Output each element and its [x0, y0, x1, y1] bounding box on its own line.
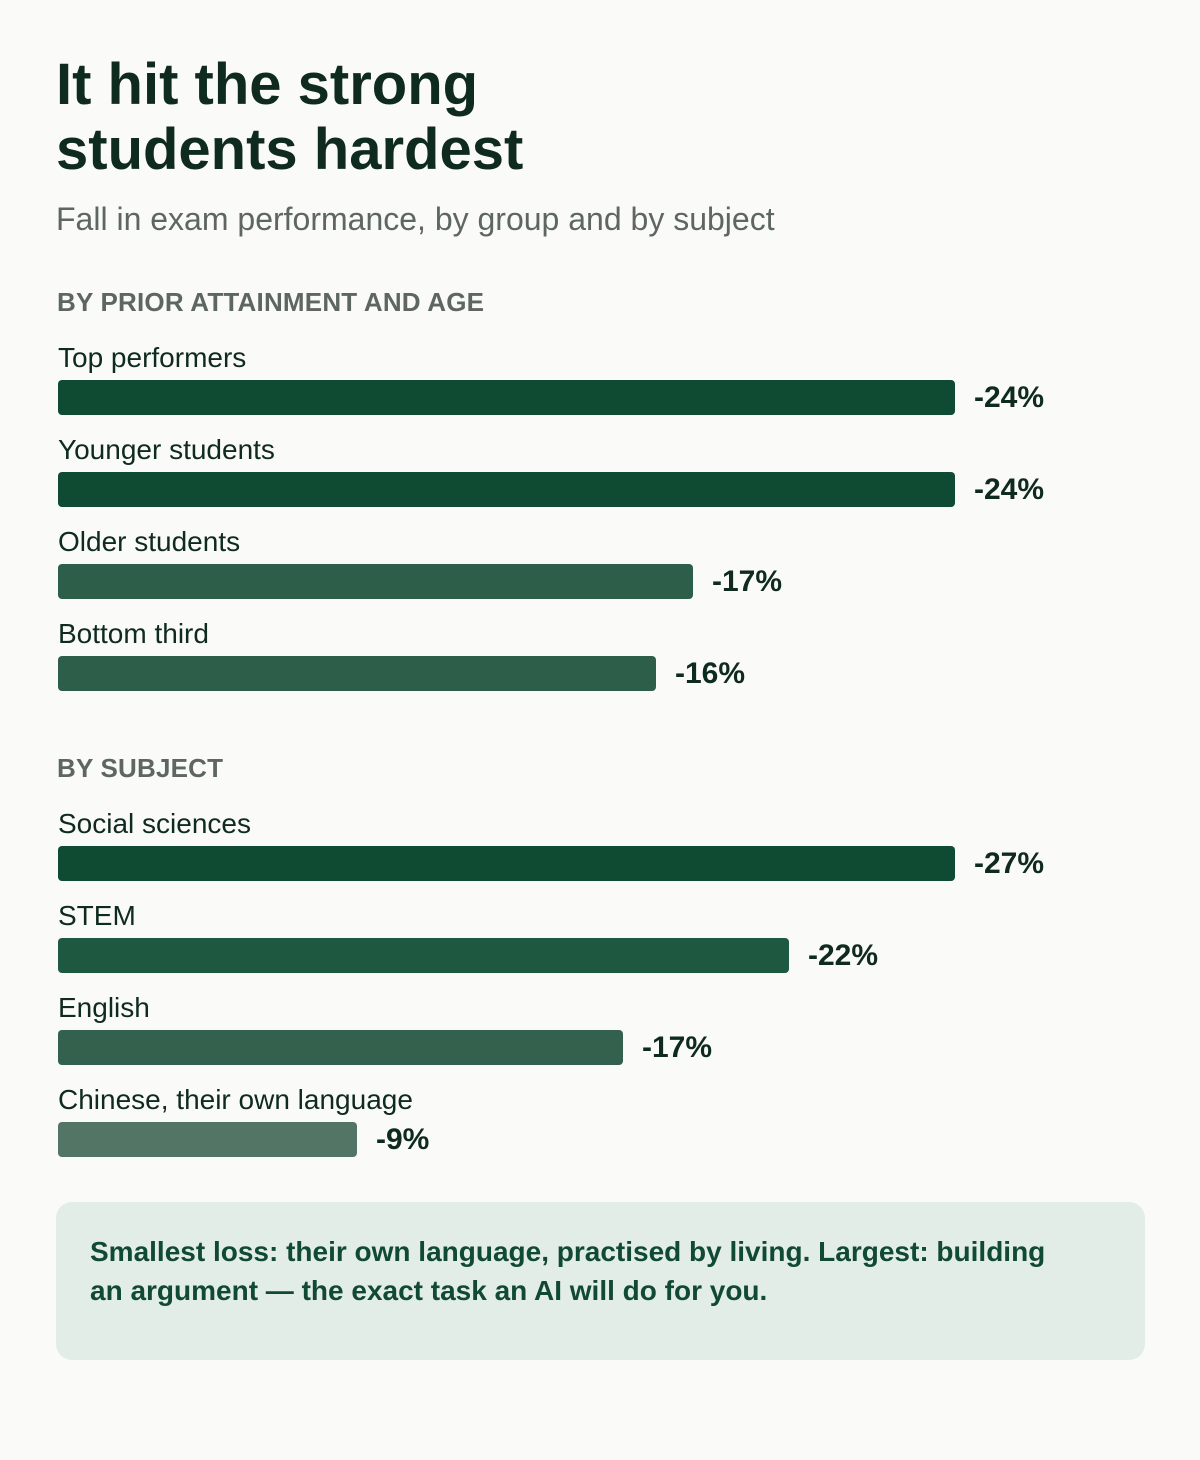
- bar-stem: [58, 938, 789, 973]
- title-line-2: students hardest: [56, 117, 524, 182]
- bar-top-performers: [58, 380, 955, 415]
- bar-younger-students: [58, 472, 955, 507]
- section-heading-attainment: BY PRIOR ATTAINMENT AND AGE: [57, 287, 485, 317]
- callout-box: Smallest loss: their own language, pract…: [56, 1202, 1145, 1360]
- bar-value-stem: -22%: [808, 939, 879, 972]
- bar-value-bottom-third: -16%: [675, 657, 746, 690]
- bar-value-older-students: -17%: [712, 565, 783, 598]
- bar-label-stem: STEM: [58, 900, 136, 931]
- bar-label-bottom-third: Bottom third: [58, 618, 209, 649]
- bar-value-chinese-their-own-language: -9%: [376, 1123, 430, 1156]
- bar-bottom-third: [58, 656, 656, 691]
- bar-value-social-sciences: -27%: [974, 847, 1045, 880]
- callout-text: Smallest loss: their own language, pract…: [90, 1236, 1046, 1306]
- bar-label-english: English: [58, 992, 150, 1023]
- bar-value-english: -17%: [642, 1031, 713, 1064]
- bar-value-top-performers: -24%: [974, 381, 1045, 414]
- title-line-1: It hit the strong: [56, 52, 479, 117]
- bar-older-students: [58, 564, 693, 599]
- chart-title: It hit the strong students hardest: [56, 52, 676, 182]
- bar-chinese-their-own-language: [58, 1122, 357, 1157]
- bar-english: [58, 1030, 623, 1065]
- bar-label-social-sciences: Social sciences: [58, 808, 251, 839]
- bar-value-younger-students: -24%: [974, 473, 1045, 506]
- bar-label-chinese-their-own-language: Chinese, their own language: [58, 1084, 413, 1115]
- bar-label-older-students: Older students: [58, 526, 241, 557]
- section-heading-subject: BY SUBJECT: [57, 753, 224, 783]
- bar-label-younger-students: Younger students: [58, 434, 275, 465]
- chart-subtitle: Fall in exam performance, by group and b…: [56, 201, 775, 237]
- bar-label-top-performers: Top performers: [58, 342, 247, 373]
- bar-social-sciences: [58, 846, 955, 881]
